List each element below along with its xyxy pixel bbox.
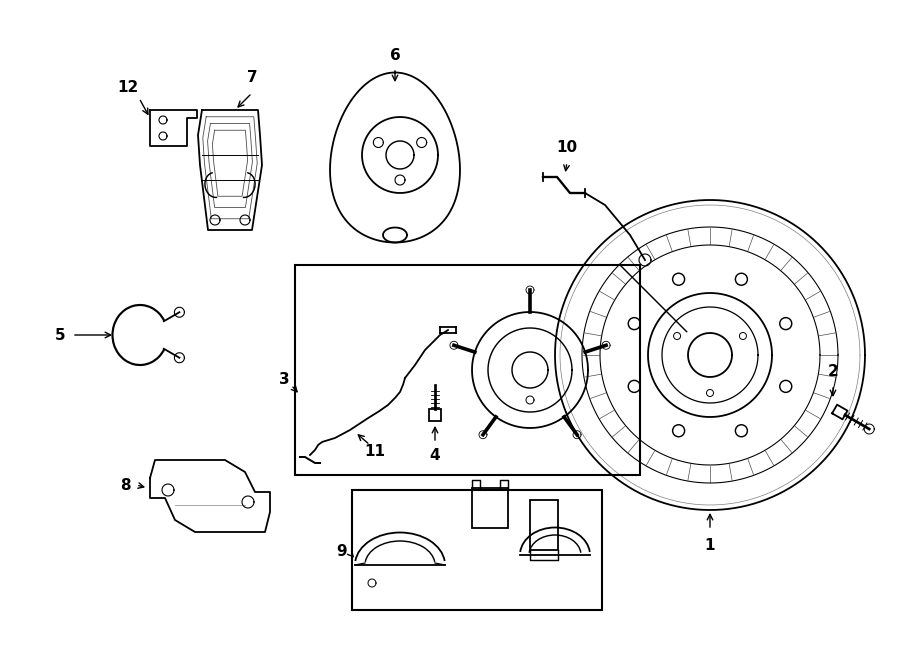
- Text: 6: 6: [390, 48, 400, 63]
- Text: 4: 4: [429, 447, 440, 463]
- Text: 12: 12: [117, 81, 139, 95]
- Text: 5: 5: [55, 327, 66, 342]
- Text: 8: 8: [120, 477, 130, 492]
- Bar: [530, 500, 558, 550]
- Text: 1: 1: [705, 537, 716, 553]
- Text: 2: 2: [828, 364, 839, 379]
- Text: 3: 3: [279, 373, 289, 387]
- Text: 10: 10: [556, 141, 578, 155]
- Bar: [472, 488, 508, 528]
- Text: 11: 11: [364, 444, 385, 459]
- Bar: [295, 265, 640, 475]
- Text: 7: 7: [247, 71, 257, 85]
- Text: 9: 9: [337, 545, 347, 559]
- Bar: [429, 409, 441, 421]
- Bar: [352, 490, 602, 610]
